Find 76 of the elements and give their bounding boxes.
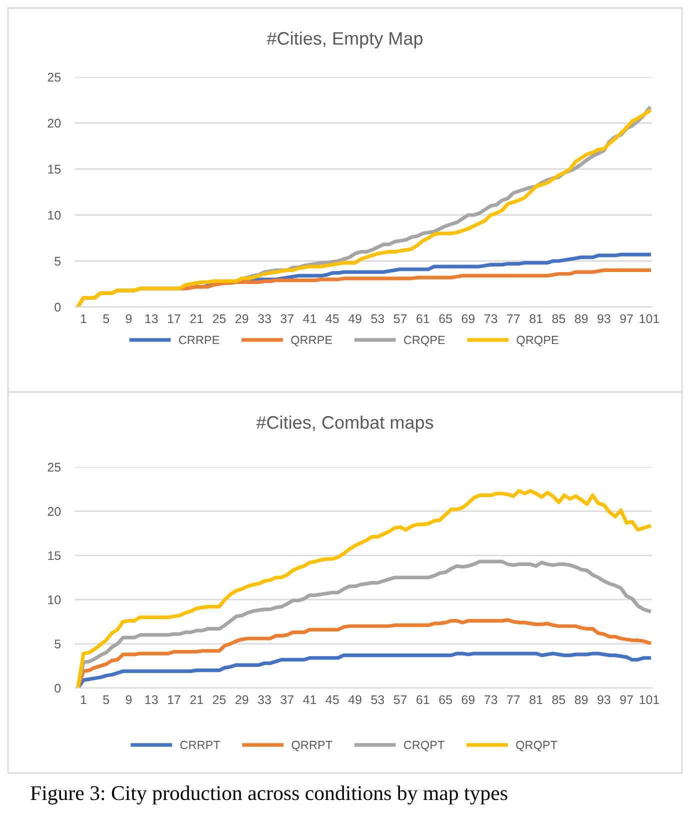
x-tick-label: 29	[236, 695, 248, 704]
x-tick-label: 37	[280, 695, 294, 704]
x-tick-label: 21	[190, 695, 203, 704]
x-tick-label: 53	[371, 695, 384, 704]
x-tick-label: 33	[258, 695, 271, 704]
x-tick-label: 17	[168, 695, 180, 704]
x-tick-label: 77	[507, 695, 520, 704]
caption: Figure 3: City production across conditions by map types	[30, 786, 508, 804]
y-tick-label: 0	[54, 302, 61, 312]
y-tick-label: 10	[48, 595, 61, 604]
x-tick-label: 93	[598, 695, 610, 704]
y-tick-label: 5	[54, 640, 61, 648]
x-tick-label: 37	[280, 314, 294, 324]
x-tick-label: 25	[212, 695, 226, 704]
x-tick-label: 61	[416, 695, 430, 704]
x-tick-label: 101	[640, 695, 659, 704]
x-tick-label: 85	[552, 314, 566, 324]
x-tick-label: 97	[620, 695, 633, 704]
x-tick-label: 13	[145, 695, 158, 704]
x-tick-label: 1	[80, 314, 86, 324]
x-tick-label: 101	[640, 314, 659, 324]
x-tick-label: 5	[103, 314, 110, 324]
x-tick-label: 65	[439, 695, 452, 704]
x-tick-label: 9	[126, 314, 132, 324]
x-tick-label: 13	[145, 314, 158, 324]
legend-label: QRRPE	[291, 336, 332, 346]
y-tick-label: 15	[48, 551, 61, 560]
line-series	[76, 489, 651, 688]
x-tick-label: 53	[371, 314, 384, 324]
legend-label: QRQPE	[516, 336, 558, 346]
x-tick-label: 85	[552, 695, 566, 704]
x-tick-label: 97	[620, 314, 633, 324]
legend-label: CRQPT	[404, 740, 444, 752]
x-tick-label: 89	[574, 695, 588, 704]
x-tick-label: 65	[439, 314, 452, 324]
x-tick-label: 73	[484, 695, 498, 704]
legend-label: CRQPE	[404, 336, 445, 346]
x-tick-label: 41	[303, 695, 316, 704]
legend-label: QRRPT	[292, 740, 332, 752]
x-tick-label: 21	[190, 314, 203, 324]
chart-title: #Cities, Combat maps	[256, 416, 434, 432]
x-tick-label: 57	[394, 695, 407, 704]
y-tick-label: 25	[48, 72, 61, 82]
x-tick-label: 93	[598, 314, 610, 324]
x-tick-label: 49	[348, 314, 362, 324]
y-tick-label: 25	[48, 462, 61, 472]
x-tick-label: 81	[530, 695, 542, 704]
x-tick-label: 9	[126, 695, 132, 704]
x-tick-label: 41	[303, 314, 316, 324]
chart-title: #Cities, Empty Map	[266, 32, 423, 48]
x-tick-label: 69	[462, 314, 475, 324]
legend-label: CRRPE	[178, 336, 220, 344]
x-tick-label: 69	[462, 695, 475, 704]
x-tick-label: 17	[168, 314, 180, 324]
y-tick-label: 20	[48, 507, 61, 516]
x-tick-label: 61	[416, 314, 430, 324]
x-tick-label: 57	[394, 314, 407, 324]
legend-label: QRQPT	[516, 740, 558, 752]
x-tick-label: 29	[236, 314, 248, 324]
x-tick-label: 81	[530, 314, 542, 324]
y-tick-label: 10	[48, 210, 61, 220]
x-tick-label: 1	[80, 695, 86, 704]
x-tick-label: 45	[326, 314, 339, 324]
x-tick-label: 49	[348, 695, 362, 704]
y-tick-label: 0	[54, 684, 61, 693]
x-tick-label: 89	[574, 314, 588, 324]
x-tick-label: 77	[507, 314, 520, 324]
y-tick-label: 5	[54, 256, 61, 266]
y-tick-label: 15	[48, 164, 61, 174]
x-tick-label: 45	[326, 695, 339, 704]
legend-label: CRRPT	[180, 740, 220, 750]
y-tick-label: 20	[48, 118, 61, 128]
x-tick-label: 25	[212, 314, 226, 324]
x-tick-label: 73	[484, 314, 498, 324]
x-tick-label: 5	[103, 695, 110, 704]
x-tick-label: 33	[258, 314, 271, 324]
